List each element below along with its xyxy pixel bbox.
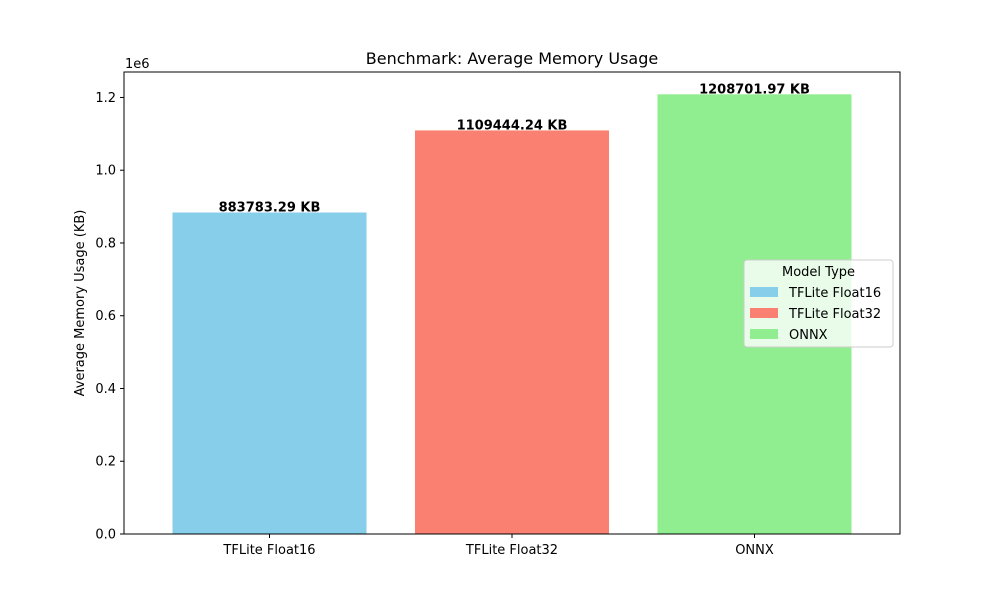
legend-title: Model Type <box>782 265 855 280</box>
y-tick-label: 0.8 <box>95 236 116 251</box>
legend-swatch <box>750 308 778 318</box>
legend-box <box>743 259 894 348</box>
y-tick-label: 1.2 <box>95 91 116 106</box>
y-tick-label: 0.6 <box>95 309 116 324</box>
y-tick-label: 1.0 <box>95 164 116 179</box>
legend-entries: TFLite Float16 TFLite Float32 ONNX <box>750 286 881 343</box>
legend-swatch <box>750 329 778 339</box>
chart-title: Benchmark: Average Memory Usage <box>366 49 658 68</box>
x-tick-label: TFLite Float16 <box>222 543 315 558</box>
plot-frame <box>123 71 901 535</box>
legend-swatch <box>750 287 778 297</box>
bar-1 <box>172 212 367 534</box>
y-tick-label: 0.2 <box>95 455 116 470</box>
y-axis: 0.0 0.2 0.4 0.6 0.8 1.0 1.2 <box>95 91 124 543</box>
x-tick-label: ONNX <box>735 543 774 558</box>
legend-label: ONNX <box>789 328 828 343</box>
legend: Model Type TFLite Float16 TFLite Float32 O… <box>743 259 894 348</box>
x-tick-label: TFLite Float32 <box>465 543 558 558</box>
legend-label: TFLite Float32 <box>788 307 881 322</box>
bars-group <box>172 94 852 535</box>
y-tick-label: 0.0 <box>95 528 116 543</box>
bar-value-label: 883783.29 KB <box>219 200 321 215</box>
bar-value-labels: 883783.29 KB 1109444.24 KB 1208701.97 KB <box>219 82 810 215</box>
y-axis-label: Average Memory Usage (KB) <box>73 210 88 397</box>
bar-2 <box>415 130 609 534</box>
y-axis-offset-label: 1e6 <box>125 57 150 72</box>
legend-label: TFLite Float16 <box>788 286 881 301</box>
bar-value-label: 1109444.24 KB <box>457 118 568 133</box>
bar-value-label: 1208701.97 KB <box>699 82 810 97</box>
x-axis: TFLite Float16 TFLite Float32 ONNX <box>222 534 774 558</box>
y-tick-label: 0.4 <box>95 382 116 397</box>
